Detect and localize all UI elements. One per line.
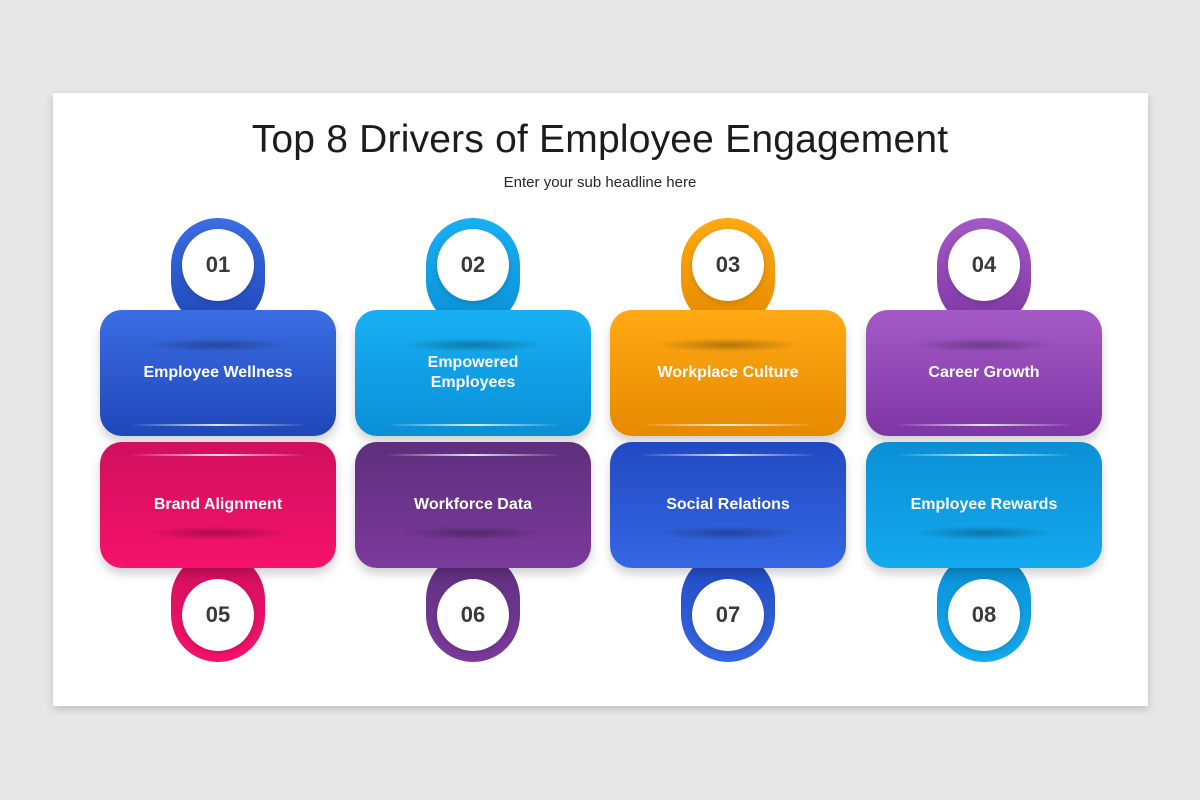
driver-number-3: 03 (692, 229, 764, 301)
slide-title: Top 8 Drivers of Employee Engagement (251, 118, 949, 161)
driver-label-6: Workforce Data (414, 496, 532, 513)
driver-label-7: Social Relations (666, 496, 790, 513)
driver-card-7: Social Relations (610, 442, 846, 568)
driver-number-4: 04 (948, 229, 1020, 301)
driver-item-4: Career Growth 04 (866, 218, 1102, 438)
driver-card-3: Workplace Culture (610, 310, 846, 436)
driver-number-8: 08 (948, 579, 1020, 651)
driver-card-8: Employee Rewards (866, 442, 1102, 568)
driver-label-5: Brand Alignment (153, 496, 283, 513)
driver-card-1: Employee Wellness (100, 310, 336, 436)
driver-label-1: Employee Wellness (143, 364, 293, 381)
slide-subtitle: Enter your sub headline here (503, 174, 697, 191)
driver-item-3: Workplace Culture 03 (610, 218, 846, 438)
driver-number-7: 07 (692, 579, 764, 651)
driver-number-1: 01 (182, 229, 254, 301)
driver-item-1: Employee Wellness 01 (100, 218, 336, 438)
driver-card-5: Brand Alignment (100, 442, 336, 568)
driver-label-2: Empowered Employees (427, 354, 519, 391)
driver-number-5: 05 (182, 579, 254, 651)
driver-card-4: Career Growth (866, 310, 1102, 436)
driver-number-6: 06 (437, 579, 509, 651)
driver-label-3: Workplace Culture (657, 364, 799, 381)
driver-item-5: Brand Alignment 05 (100, 442, 336, 662)
driver-number-2: 02 (437, 229, 509, 301)
driver-item-2: Empowered Employees 02 (355, 218, 591, 438)
driver-card-2: Empowered Employees (355, 310, 591, 436)
driver-label-4: Career Growth (928, 364, 1040, 381)
driver-item-7: Social Relations 07 (610, 442, 846, 662)
driver-item-6: Workforce Data 06 (355, 442, 591, 662)
driver-card-6: Workforce Data (355, 442, 591, 568)
driver-item-8: Employee Rewards 08 (866, 442, 1102, 662)
driver-label-8: Employee Rewards (910, 496, 1058, 513)
